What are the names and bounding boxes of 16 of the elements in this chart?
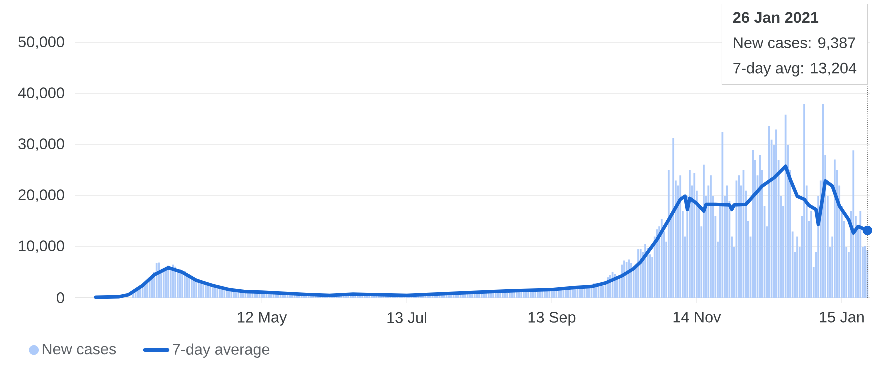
annotation: 7-day avg: 13,204 <box>734 62 857 77</box>
x-tick-label: 12 May <box>238 312 288 326</box>
x-tick-label: 13 Sep <box>528 312 576 326</box>
y-tick-label: 0 <box>57 292 64 304</box>
x-tick-label: 13 Jul <box>388 312 426 324</box>
annotation: New cases: 9,387 <box>734 38 856 50</box>
y-tick-label: 30,000 <box>18 138 64 152</box>
x-tick-label: 14 Nov <box>674 312 722 323</box>
text: 26 Jan 2021 <box>733 12 819 24</box>
y-tick-label: 50,000 <box>18 36 64 50</box>
legend-label: New cases <box>42 344 116 355</box>
y-tick-label: 10,000 <box>19 240 64 254</box>
legend-label: 7-day average <box>173 344 270 358</box>
y-tick-label: 40,000 <box>18 88 64 100</box>
x-tick-label: 15 Jan <box>820 312 864 323</box>
y-tick-label: 20,000 <box>18 190 64 202</box>
